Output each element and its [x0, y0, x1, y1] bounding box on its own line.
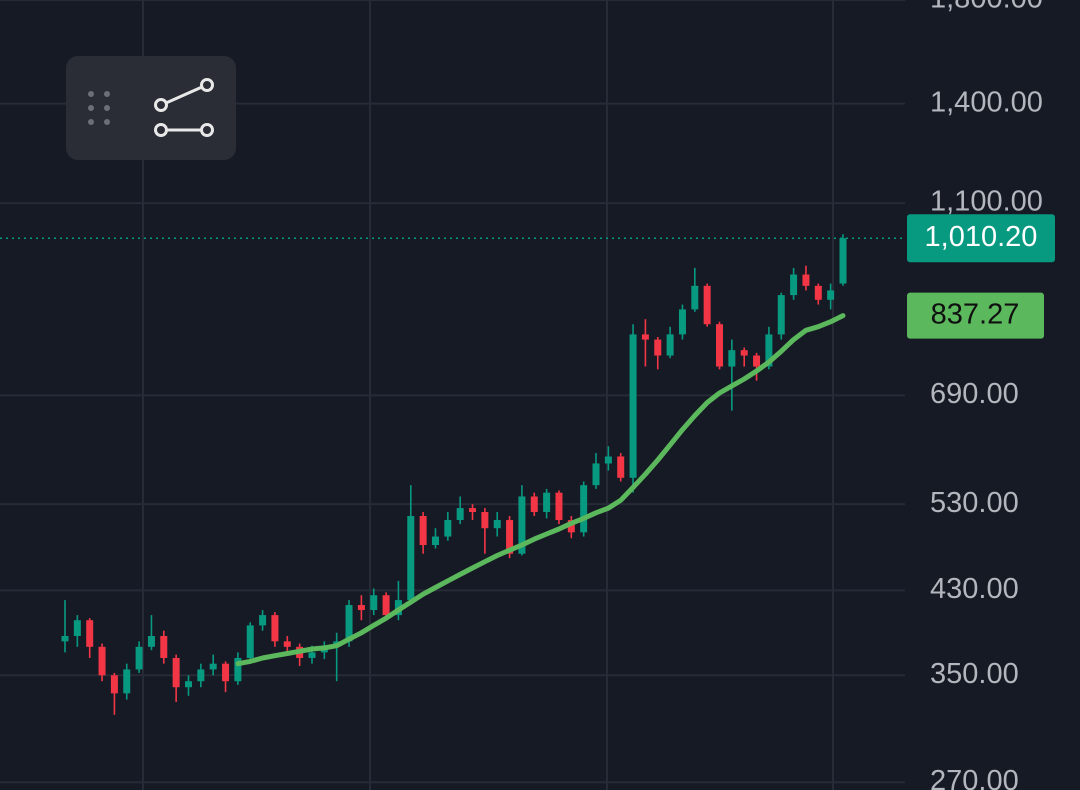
candle-body [370, 595, 378, 611]
trendline-tool[interactable] [154, 78, 214, 137]
candle-body [431, 536, 439, 546]
candle-body [678, 309, 686, 335]
candle-body [469, 508, 477, 513]
candle-body [345, 605, 353, 642]
y-tick-label: 690.00 [930, 378, 1019, 410]
candle-body [197, 669, 205, 682]
ma-label: 837.27 [931, 298, 1020, 330]
candle-body [790, 274, 798, 296]
candle-body [543, 492, 551, 513]
candle-body [567, 520, 575, 533]
candle-body [493, 520, 501, 529]
candle-body [802, 274, 810, 286]
candle-body [592, 463, 600, 486]
ma-badge [907, 292, 1044, 339]
candle-body [147, 635, 155, 647]
last-price-badge [907, 214, 1055, 263]
candle-body [135, 646, 143, 670]
candle-body [259, 615, 267, 626]
candle-body [123, 669, 131, 694]
y-tick-label: 530.00 [930, 487, 1019, 519]
candle-body [234, 657, 242, 682]
plot: 1,800.00 1,400.00 1,100.00 690.00 530.00 430.… [0, 0, 1055, 790]
candle-body [172, 657, 180, 688]
candle-body [839, 238, 847, 284]
candle-body [753, 355, 761, 367]
candle-body [740, 350, 748, 356]
candle-body [555, 492, 563, 521]
candle-body [641, 334, 649, 340]
candle-body [506, 520, 514, 554]
candle-body [61, 635, 69, 642]
y-tick-label: 350.00 [930, 658, 1019, 690]
candle-body [604, 456, 612, 464]
y-tick-label: 430.00 [930, 573, 1019, 605]
candle-body [518, 496, 526, 554]
candle-body [703, 285, 711, 325]
candle-body [419, 516, 427, 546]
y-tick-label: 1,800.00 [930, 0, 1043, 15]
moving-average-line [235, 313, 846, 667]
y-tick-label: 270.00 [930, 765, 1019, 790]
candle-body [283, 641, 291, 647]
candle-body [222, 663, 230, 682]
candle-body [765, 334, 773, 367]
candle-body [160, 635, 168, 658]
candle-body [271, 615, 279, 642]
toolbar[interactable] [66, 56, 236, 160]
candle-body [654, 339, 662, 356]
candle-body [728, 350, 736, 367]
candle-body [407, 516, 415, 601]
candle-body [98, 646, 106, 676]
candle-body [444, 520, 452, 537]
candle-body [617, 456, 625, 478]
candle-body [86, 620, 94, 647]
candle-body [827, 290, 835, 300]
candle-body [184, 681, 192, 688]
candle-body [666, 334, 674, 356]
drag-handle[interactable] [88, 91, 110, 125]
candle-body [580, 485, 588, 533]
candle-body [481, 512, 489, 529]
candle-body [357, 605, 365, 611]
candle-body [814, 285, 822, 300]
candle-body [777, 295, 785, 335]
candle-body [110, 675, 118, 694]
candle-body [382, 595, 390, 616]
candle-body [308, 652, 316, 658]
candle-body [209, 663, 217, 670]
y-tick-label: 1,100.00 [930, 186, 1043, 218]
candle-body [716, 324, 724, 367]
candle-body [629, 334, 637, 478]
candle-body [456, 508, 464, 521]
candle-body [73, 620, 81, 636]
candle-body [530, 496, 538, 513]
last-price-label: 1,010.20 [925, 221, 1038, 253]
candle-body [246, 625, 254, 658]
candle-body [691, 285, 699, 310]
y-tick-label: 1,400.00 [930, 86, 1043, 118]
toolbar-panel [66, 56, 236, 160]
